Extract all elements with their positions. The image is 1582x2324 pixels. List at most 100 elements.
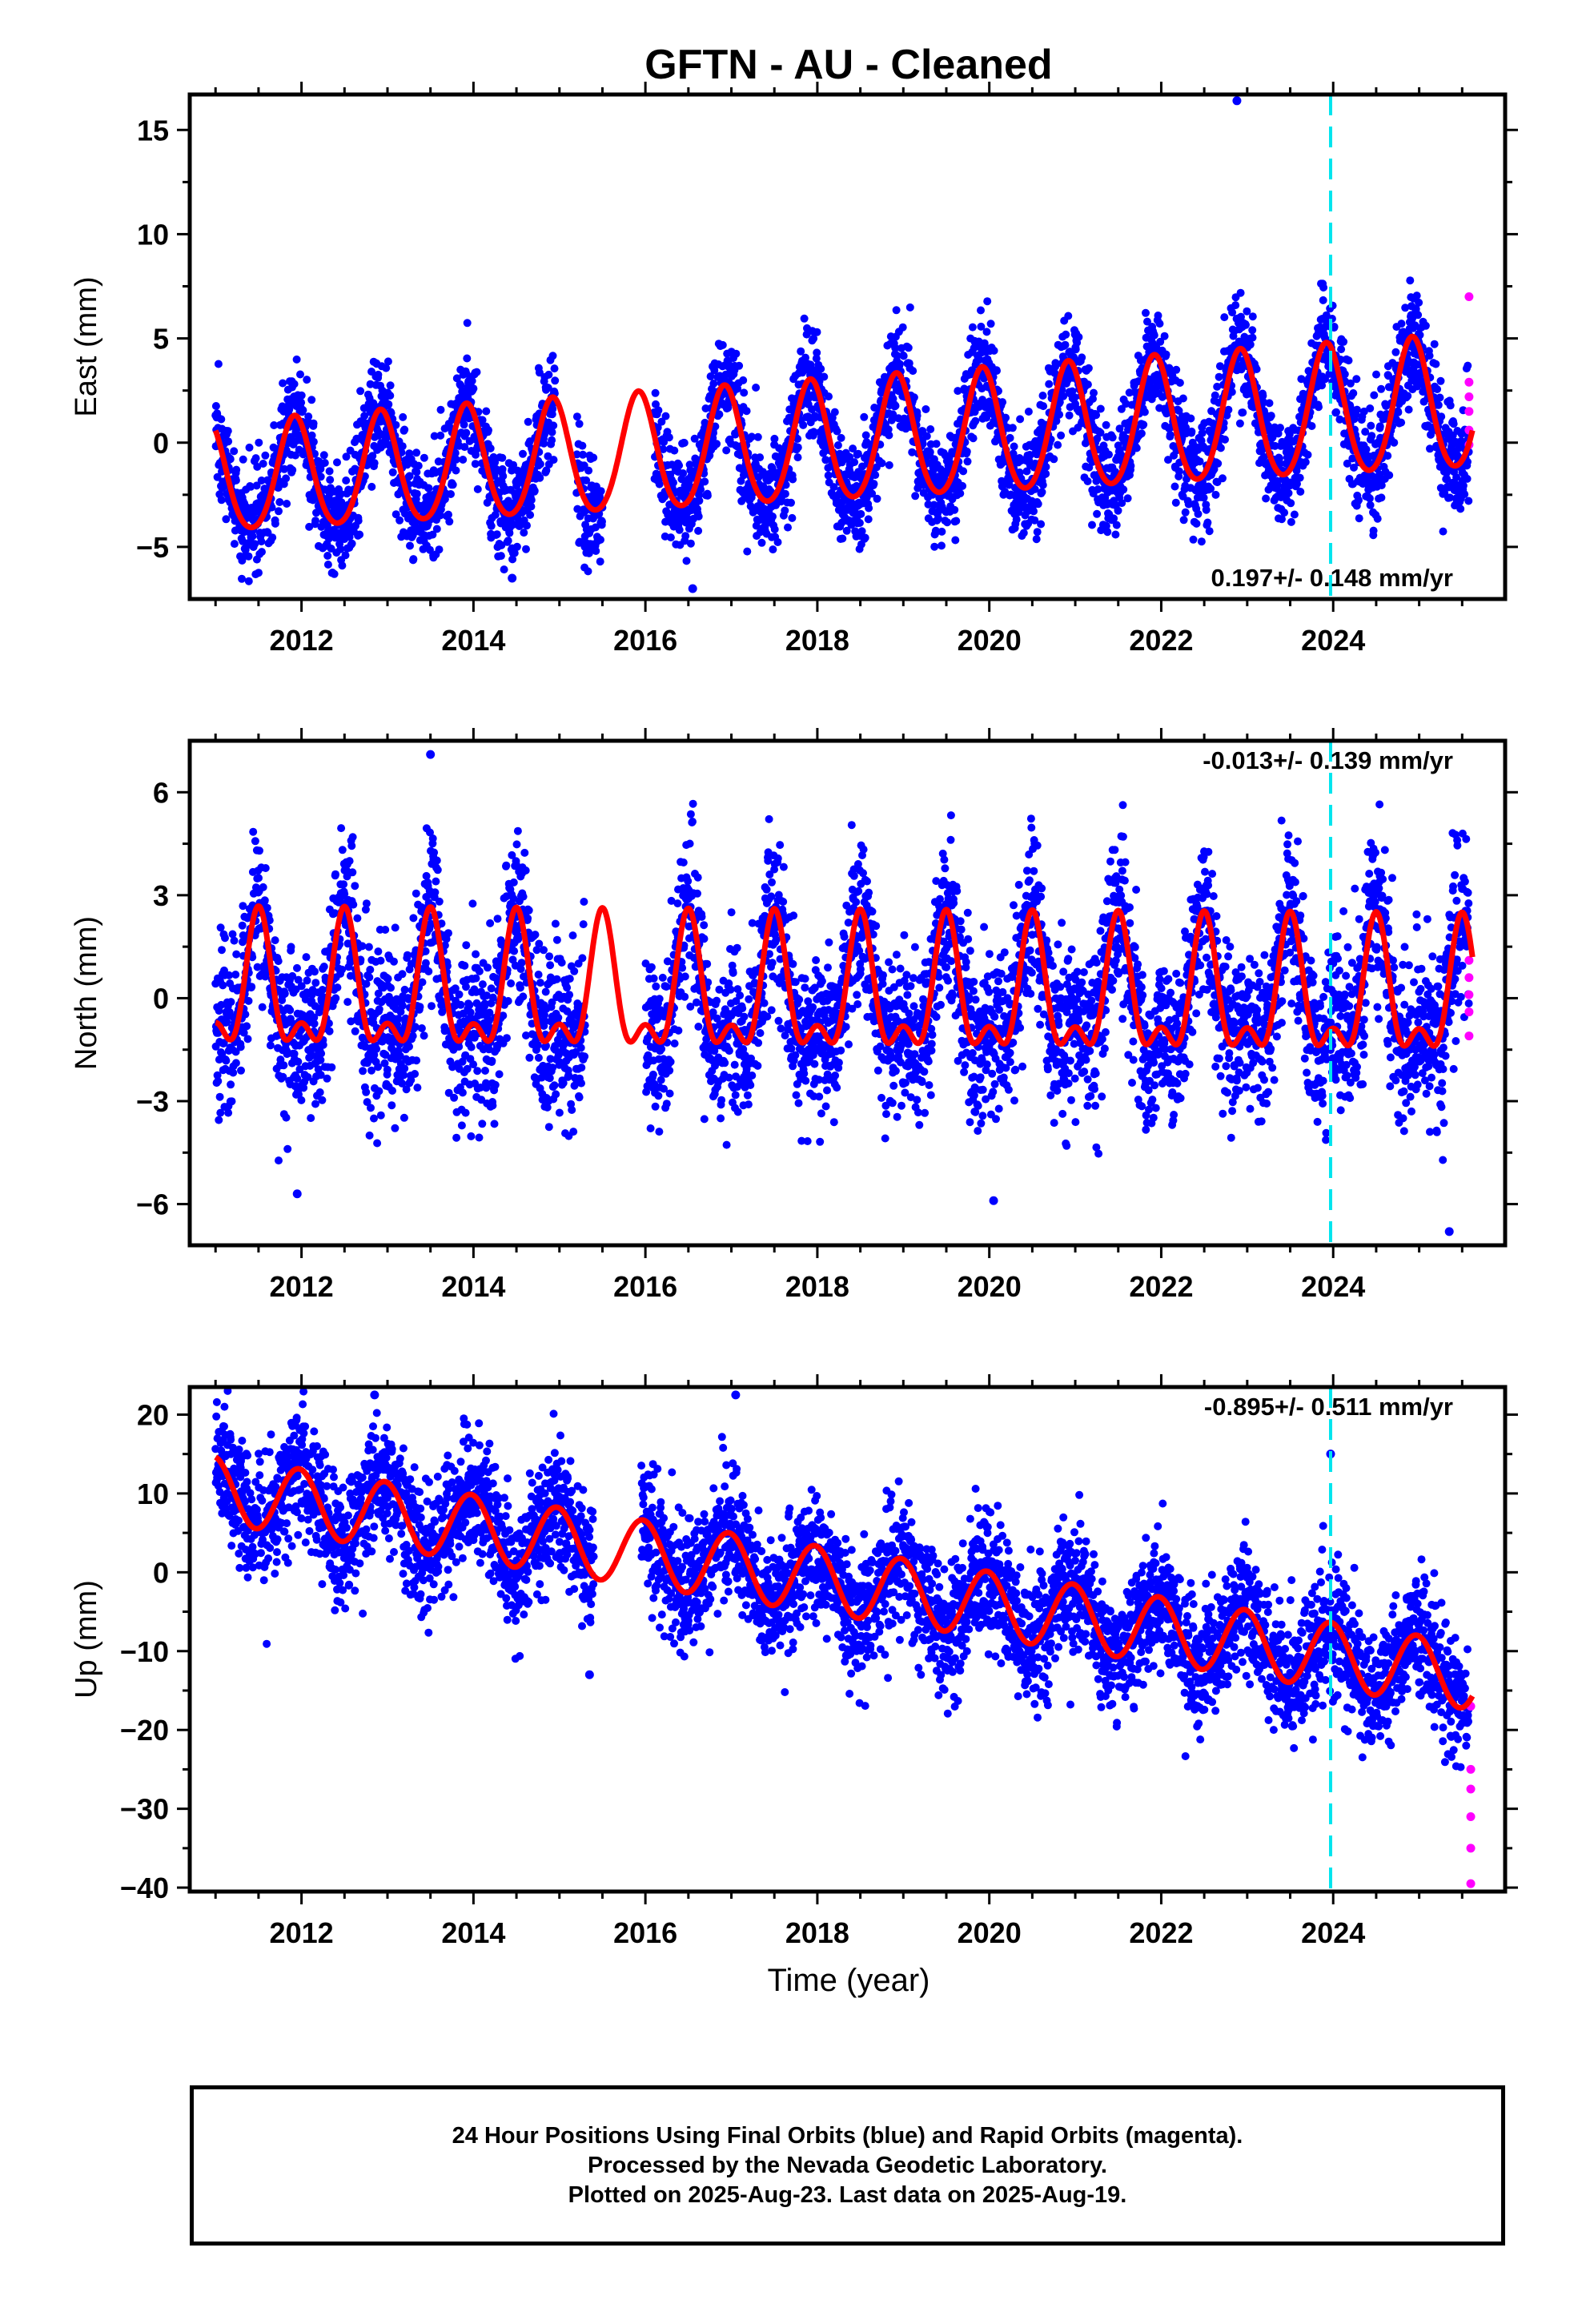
data-point (482, 407, 491, 416)
data-point (1390, 438, 1399, 447)
data-point (1394, 408, 1403, 416)
data-point (977, 306, 985, 315)
chart-title: GFTN - AU - Cleaned (644, 42, 1052, 88)
data-point (452, 466, 460, 475)
data-point (259, 883, 267, 891)
data-point (1349, 389, 1358, 397)
data-point (982, 328, 991, 336)
data-point (596, 557, 604, 566)
data-point (471, 460, 480, 468)
data-point (1114, 506, 1122, 515)
data-point (292, 355, 301, 364)
data-point (1162, 350, 1170, 359)
data-point (266, 1041, 275, 1050)
data-point (892, 306, 901, 315)
data-point (1248, 333, 1257, 342)
data-point (1038, 392, 1047, 400)
data-point (770, 434, 779, 443)
data-point (307, 431, 316, 440)
data-point (398, 442, 407, 451)
data-point (460, 443, 469, 452)
data-point (1061, 340, 1070, 349)
data-point (1412, 292, 1421, 300)
data-point (253, 462, 262, 471)
data-point (675, 525, 684, 534)
data-point (283, 1144, 292, 1153)
data-point (715, 410, 724, 419)
outlier-point (1232, 96, 1242, 106)
data-point (1197, 537, 1206, 546)
data-point (718, 340, 727, 349)
data-point (374, 370, 383, 379)
data-point (282, 1113, 291, 1122)
data-point (339, 880, 348, 889)
data-point (368, 452, 377, 460)
data-point (1102, 420, 1110, 429)
data-point (238, 574, 246, 583)
data-point (1119, 485, 1128, 494)
data-point (353, 914, 362, 923)
data-point (214, 360, 223, 368)
data-point (468, 376, 476, 385)
data-point (909, 367, 917, 376)
data-point (296, 370, 304, 379)
data-point (290, 380, 299, 388)
data-point (1404, 405, 1413, 414)
data-point (789, 475, 797, 484)
data-point (309, 437, 318, 446)
data-point (1174, 467, 1183, 476)
data-point (1039, 402, 1048, 411)
data-point (986, 320, 995, 328)
data-point (1296, 488, 1305, 496)
data-point (1024, 408, 1033, 416)
data-point (584, 567, 592, 576)
data-point (297, 1096, 306, 1104)
data-point (211, 402, 220, 410)
data-point (274, 957, 283, 966)
data-point (217, 415, 226, 424)
data-point (735, 361, 744, 370)
data-point (861, 431, 870, 440)
data-point (1160, 332, 1169, 340)
data-point (504, 497, 512, 505)
data-point (252, 481, 261, 490)
data-point (244, 996, 253, 1005)
data-point (1425, 352, 1434, 360)
data-point (444, 510, 452, 519)
data-point (257, 537, 266, 546)
data-point (336, 545, 345, 553)
data-point (258, 548, 266, 557)
data-point (769, 513, 777, 521)
data-point (261, 451, 270, 460)
data-point (1132, 444, 1141, 452)
data-point (1019, 529, 1028, 537)
data-point (1042, 469, 1050, 478)
data-point (959, 467, 968, 476)
data-point (214, 1077, 223, 1085)
data-point (1071, 345, 1080, 354)
data-point (993, 367, 1001, 375)
data-point (1284, 489, 1293, 497)
data-point (509, 460, 518, 469)
data-point (922, 432, 931, 440)
data-point (527, 502, 536, 511)
data-point (260, 896, 269, 905)
data-point (1355, 496, 1363, 505)
data-point (891, 401, 900, 410)
data-point (1435, 393, 1444, 402)
data-point (1315, 403, 1323, 412)
data-point (962, 447, 971, 456)
data-point (319, 451, 328, 460)
data-point (248, 532, 257, 541)
data-point (1064, 312, 1073, 320)
data-point (338, 846, 347, 854)
data-point (343, 998, 352, 1007)
data-point (291, 451, 299, 460)
data-point (414, 461, 423, 470)
data-point (1383, 452, 1392, 460)
data-point (327, 1063, 336, 1072)
data-point (452, 374, 461, 383)
data-point (304, 412, 313, 421)
data-point (952, 517, 961, 525)
data-point (338, 965, 347, 974)
